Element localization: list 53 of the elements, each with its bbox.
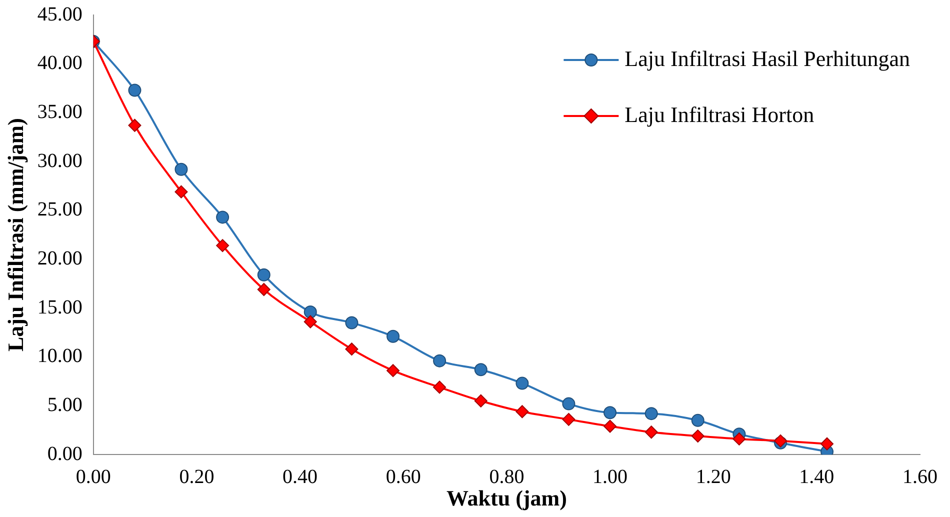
y-tick-label: 0.00 bbox=[47, 442, 82, 465]
point bbox=[128, 118, 142, 132]
x-tick-label: 1.40 bbox=[799, 466, 834, 488]
point bbox=[174, 185, 188, 198]
point bbox=[345, 342, 358, 356]
x-tick-label: 0.40 bbox=[282, 466, 318, 488]
point bbox=[474, 363, 488, 376]
point bbox=[304, 305, 317, 318]
point bbox=[516, 405, 529, 418]
x-tick-label: 0.80 bbox=[489, 466, 524, 488]
point bbox=[691, 414, 704, 427]
y-tick-label: 10.00 bbox=[37, 345, 82, 368]
x-tick-label: 1.20 bbox=[696, 466, 731, 488]
y-tick-label: 20.00 bbox=[37, 247, 82, 270]
x-tick-label: 0.60 bbox=[386, 466, 421, 488]
y-tick-label: 45.00 bbox=[37, 3, 82, 26]
point bbox=[691, 430, 704, 443]
point bbox=[386, 330, 400, 343]
point bbox=[732, 432, 746, 446]
point bbox=[174, 162, 188, 176]
y-axis-title: Laju Infiltrasi (mm/jam) bbox=[2, 118, 28, 352]
point bbox=[820, 437, 834, 450]
x-tick-label: 1.60 bbox=[902, 466, 938, 488]
point bbox=[433, 354, 446, 368]
point bbox=[604, 406, 617, 420]
point bbox=[386, 364, 400, 378]
point bbox=[128, 84, 142, 97]
y-tick-label: 40.00 bbox=[37, 52, 82, 74]
legend-label: Laju Infiltrasi Horton bbox=[624, 102, 814, 127]
point bbox=[644, 407, 658, 420]
point bbox=[604, 420, 617, 433]
point bbox=[345, 316, 358, 330]
point bbox=[562, 397, 576, 410]
point bbox=[433, 380, 446, 394]
y-tick-label: 35.00 bbox=[37, 100, 82, 123]
x-tick-label: 0.00 bbox=[76, 466, 111, 488]
y-tick-label: 30.00 bbox=[37, 150, 82, 172]
x-tick-label: 0.20 bbox=[179, 466, 214, 488]
y-tick-label: 25.00 bbox=[37, 198, 82, 221]
legend-label: Laju Infiltrasi Hasil Perhitungan bbox=[624, 46, 910, 71]
point bbox=[304, 315, 317, 328]
point bbox=[644, 426, 658, 439]
point bbox=[216, 210, 230, 224]
point bbox=[474, 394, 488, 408]
point bbox=[562, 412, 576, 426]
point bbox=[257, 268, 270, 282]
x-tick-label: 1.00 bbox=[592, 466, 628, 488]
y-tick-label: 5.00 bbox=[47, 394, 82, 416]
point bbox=[257, 283, 270, 296]
y-tick-label: 15.00 bbox=[37, 296, 82, 318]
x-axis-title: Waktu (jam) bbox=[446, 485, 567, 510]
point bbox=[516, 376, 529, 390]
point bbox=[216, 239, 230, 252]
